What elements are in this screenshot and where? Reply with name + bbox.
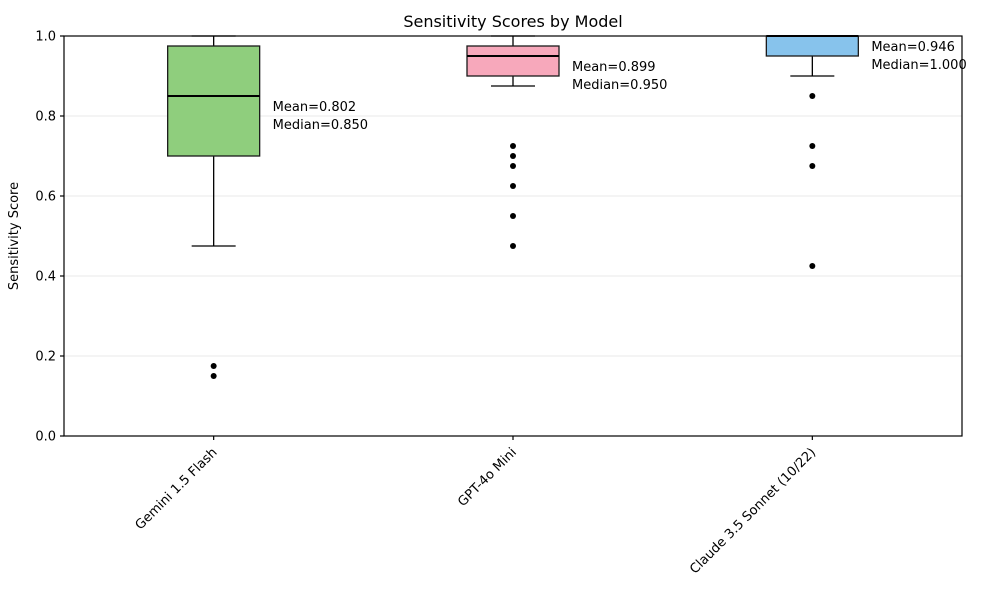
chart-generated-layer: 0.0 0.2 0.4 0.6 0.8 1.0 Mean=0.802 Median=0.850… — [35, 30, 966, 578]
stats-annotation: Median=0.850 — [273, 118, 368, 133]
y-tick-label: 0.6 — [35, 190, 56, 205]
outlier-point — [510, 213, 516, 219]
box-group-gpt-4o-mini: Mean=0.899 Median=0.950 GPT-4o Mini — [455, 35, 667, 510]
outlier-point — [809, 163, 816, 169]
outlier-point — [210, 373, 217, 379]
y-axis-label: Sensitivity Score — [7, 182, 22, 290]
stats-annotation: Mean=0.899 — [572, 60, 656, 75]
stats-annotation: Median=1.000 — [871, 58, 966, 73]
outlier-point — [510, 243, 516, 249]
iqr-box — [466, 45, 560, 77]
box-group-gemini-1-5-flash: Mean=0.802 Median=0.850 Gemini 1.5 Flash — [133, 35, 368, 533]
y-tick-label: 1.0 — [35, 30, 56, 45]
outlier-point — [809, 263, 816, 269]
outlier-point — [510, 143, 516, 149]
stats-annotation: Mean=0.946 — [871, 40, 955, 55]
y-tick-label: 0.0 — [35, 430, 56, 445]
stats-annotation: Median=0.950 — [572, 78, 667, 93]
iqr-box — [765, 35, 859, 57]
x-tick-label: Claude 3.5 Sonnet (10/22) — [687, 445, 819, 577]
x-tick-label: GPT-4o Mini — [455, 445, 520, 510]
y-tick-label: 0.2 — [35, 350, 56, 365]
outlier-point — [510, 163, 516, 169]
chart-title: Sensitivity Scores by Model — [403, 12, 622, 31]
x-tick-label: Gemini 1.5 Flash — [133, 445, 221, 533]
y-tick-label: 0.8 — [35, 110, 56, 125]
outlier-point — [510, 153, 516, 159]
y-tick-label: 0.4 — [35, 270, 56, 285]
outlier-point — [809, 143, 816, 149]
box-group-claude-3-5-sonnet-10-22-: Mean=0.946 Median=1.000 Claude 3.5 Sonnet … — [687, 35, 967, 577]
outlier-point — [510, 183, 516, 189]
stats-annotation: Mean=0.802 — [273, 100, 357, 115]
outlier-point — [210, 363, 217, 369]
iqr-box — [167, 45, 261, 157]
outlier-point — [809, 93, 816, 99]
